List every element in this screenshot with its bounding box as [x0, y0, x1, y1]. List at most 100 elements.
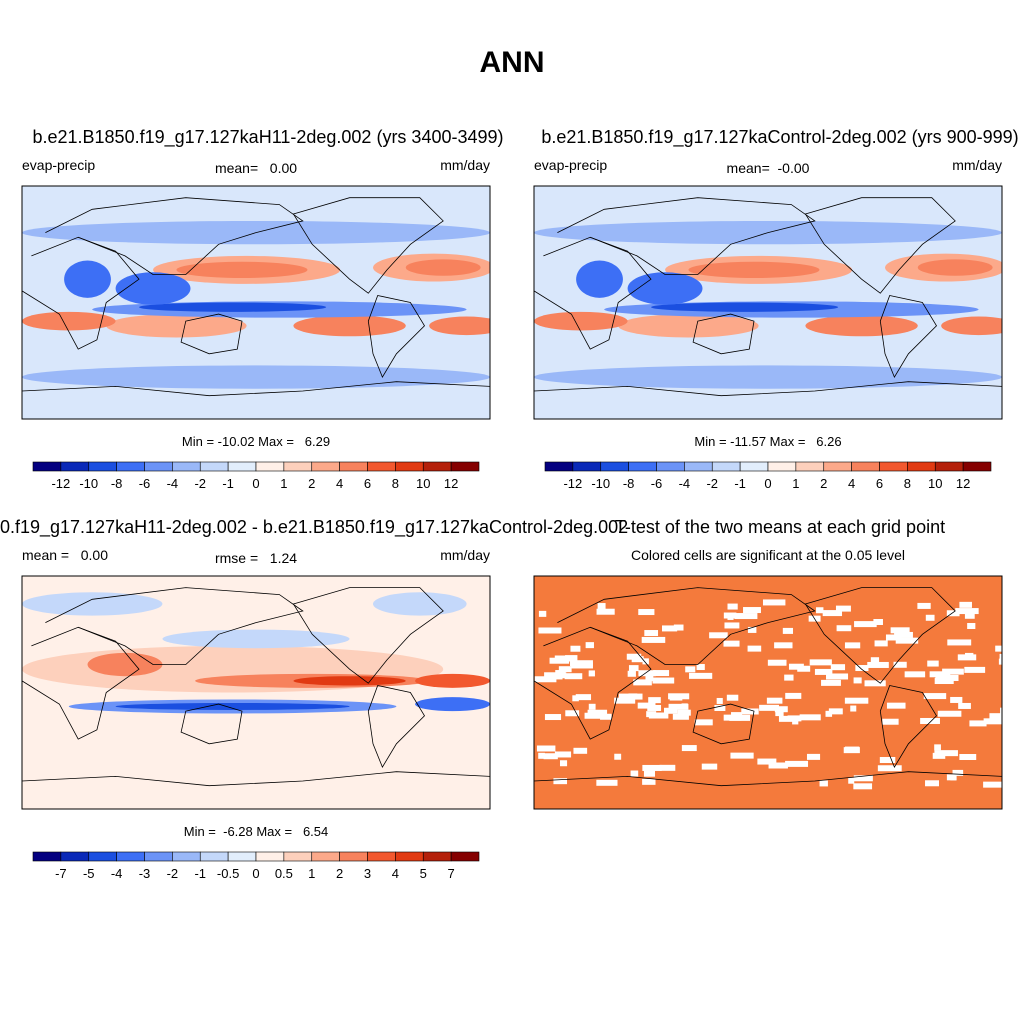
- insignificant-cell: [743, 607, 761, 614]
- insignificant-cell: [782, 627, 794, 634]
- insignificant-cell: [565, 710, 580, 717]
- insignificant-cell: [696, 664, 705, 671]
- insignificant-cell: [934, 750, 958, 757]
- coastline: [45, 587, 304, 665]
- field-contour: [627, 272, 703, 305]
- insignificant-cell: [821, 679, 841, 686]
- coastline: [879, 685, 938, 768]
- insignificant-cell: [959, 601, 972, 608]
- insignificant-cell: [835, 605, 851, 612]
- insignificant-cell: [564, 673, 583, 680]
- insignificant-cell: [762, 599, 786, 606]
- field-contour: [576, 260, 623, 298]
- colorbar-label: 6: [876, 476, 883, 491]
- field-contour: [415, 697, 490, 712]
- panel-center-label: rmse = 1.24: [215, 550, 297, 566]
- insignificant-cell: [957, 654, 977, 661]
- insignificant-cell: [822, 610, 843, 617]
- insignificant-cell: [727, 603, 738, 610]
- field-contour: [534, 311, 628, 331]
- colorbar-box: [283, 461, 313, 472]
- colorbar-box: [823, 461, 852, 472]
- insignificant-cell: [894, 631, 913, 638]
- panel-title: T-test of the two means at each grid poi…: [615, 517, 945, 537]
- insignificant-cell: [864, 680, 886, 687]
- insignificant-cell: [814, 668, 833, 675]
- coastline: [22, 771, 490, 787]
- colorbar-label: 8: [904, 476, 911, 491]
- colorbar-label: -12: [563, 476, 582, 491]
- field-contour: [688, 261, 820, 279]
- colorbar-box: [172, 851, 201, 862]
- colorbar-label: -1: [222, 476, 234, 491]
- colorbar-label: 4: [392, 866, 399, 881]
- insignificant-cell: [806, 753, 821, 760]
- panel-center-label: mean= 0.00: [215, 160, 297, 176]
- insignificant-cell: [855, 665, 869, 672]
- insignificant-cell: [830, 664, 846, 671]
- panel-title: b.e21.B1850.f19_g17.127kaH11-2deg.002 (y…: [32, 127, 503, 148]
- colorbar-label: 0: [252, 476, 259, 491]
- colorbar-box: [199, 851, 229, 862]
- insignificant-cell: [538, 752, 545, 759]
- insignificant-cell: [547, 673, 563, 680]
- colorbar-box: [116, 851, 145, 862]
- insignificant-cell: [668, 703, 689, 710]
- insignificant-cell: [792, 718, 799, 725]
- map-frame: [533, 575, 1003, 810]
- insignificant-cell: [663, 707, 678, 714]
- insignificant-cell: [947, 639, 972, 646]
- insignificant-cell: [588, 703, 596, 710]
- insignificant-cell: [757, 758, 777, 765]
- insignificant-cell: [937, 710, 962, 717]
- insignificant-cell: [685, 666, 696, 673]
- panel-units: mm/day: [440, 547, 490, 563]
- insignificant-cell: [653, 670, 670, 677]
- colorbar-box: [339, 851, 368, 862]
- insignificant-cell: [969, 720, 987, 727]
- figure-title: ANN: [480, 46, 545, 79]
- insignificant-cell: [967, 623, 976, 630]
- colorbar-label: -5: [83, 866, 95, 881]
- insignificant-cell: [845, 746, 860, 753]
- insignificant-cell: [885, 634, 902, 641]
- coastline: [292, 587, 444, 684]
- coastline: [557, 587, 816, 665]
- insignificant-cell: [939, 674, 959, 681]
- colorbar-label: 1: [308, 866, 315, 881]
- colorbar-label: 0.5: [275, 866, 293, 881]
- field-contour: [429, 316, 490, 336]
- insignificant-cell: [559, 760, 568, 767]
- field-contour: [415, 673, 490, 688]
- insignificant-cell: [642, 778, 656, 785]
- insignificant-cell: [534, 676, 557, 683]
- insignificant-cell: [536, 745, 556, 752]
- field-contour: [106, 314, 247, 338]
- panel: b.e21.B1850.f19_g17.127kaH11-2deg.002 - …: [0, 517, 628, 881]
- colorbar-label: -4: [111, 866, 123, 881]
- insignificant-cell: [637, 702, 656, 709]
- insignificant-cell: [934, 678, 954, 685]
- colorbar-label: 7: [448, 866, 455, 881]
- insignificant-cell: [950, 696, 963, 703]
- coastline: [879, 295, 938, 378]
- insignificant-cell: [995, 645, 1002, 652]
- panel-left-label: mean = 0.00: [22, 547, 108, 563]
- insignificant-cell: [925, 614, 935, 621]
- colorbar-label: -2: [706, 476, 718, 491]
- insignificant-cell: [724, 622, 740, 629]
- insignificant-cell: [958, 702, 971, 709]
- insignificant-cell: [998, 658, 1002, 665]
- insignificant-cell: [638, 609, 655, 616]
- insignificant-cell: [543, 753, 558, 760]
- insignificant-cell: [853, 775, 873, 782]
- insignificant-cell: [904, 671, 926, 678]
- panel-title: b.e21.B1850.f19_g17.127kaControl-2deg.00…: [541, 127, 1018, 148]
- colorbar-label: 1: [280, 476, 287, 491]
- insignificant-cell: [538, 610, 547, 617]
- insignificant-cell: [596, 779, 618, 786]
- coastline: [692, 703, 755, 745]
- colorbar-box: [767, 461, 797, 472]
- insignificant-cell: [614, 753, 622, 760]
- insignificant-cell: [555, 670, 566, 677]
